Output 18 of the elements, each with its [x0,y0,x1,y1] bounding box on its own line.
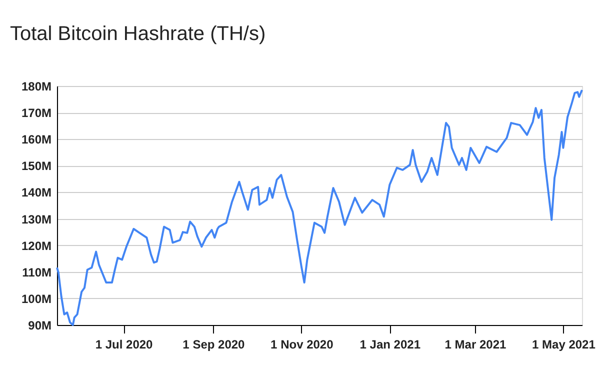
y-tick-label: 120M [21,238,52,253]
chart-title: Total Bitcoin Hashrate (TH/s) [10,23,266,45]
x-tick-label: 1 Sep 2020 [182,338,246,352]
y-tick-label: 160M [21,132,52,147]
x-tick-label: 1 Jul 2020 [95,338,154,352]
y-tick-label: 130M [21,212,52,226]
line-series [56,88,583,326]
y-tick-label: 140M [21,186,52,200]
y-tick-label: 170M [21,106,52,120]
y-tick-label: 90M [28,318,52,332]
x-tick-label: 1 May 2021 [532,338,596,352]
x-tick-label: 1 Nov 2020 [270,338,334,352]
y-tick-label: 150M [21,159,52,174]
x-tick-label: 1 Jan 2021 [360,338,421,352]
y-tick-label: 100M [21,292,52,306]
y-tick-label: 180M [21,80,52,94]
y-tick-label: 110M [22,265,52,280]
x-tick-label: 1 Mar 2021 [444,338,506,352]
